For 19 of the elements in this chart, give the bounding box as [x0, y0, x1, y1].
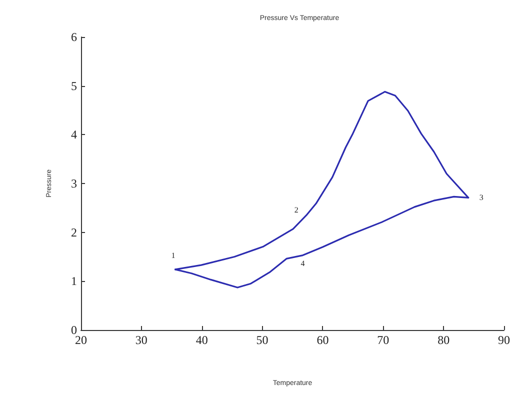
x-tick-label: 40 — [196, 333, 208, 347]
y-tick-label: 2 — [71, 225, 77, 240]
x-tick-label: 50 — [256, 333, 268, 347]
annotation: 2 — [294, 206, 298, 215]
annotation: 1 — [171, 250, 176, 260]
x-tick-label: 60 — [316, 333, 329, 347]
x-tick-label: 80 — [438, 333, 450, 347]
y-tick-label: 5 — [71, 78, 77, 93]
x-tick-label: 70 — [377, 333, 390, 347]
y-tick-label: 0 — [71, 323, 77, 337]
x-tick-label: 30 — [135, 333, 148, 347]
x-tick-label: 20 — [75, 333, 87, 347]
annotation: 3 — [479, 193, 484, 202]
y-tick-label: 1 — [71, 274, 77, 288]
y-tick-label: 6 — [71, 30, 77, 44]
annotation: 4 — [300, 258, 305, 268]
y-tick-label: 4 — [71, 128, 77, 142]
y-tick-label: 3 — [71, 176, 77, 190]
x-tick-label: 90 — [498, 333, 510, 347]
